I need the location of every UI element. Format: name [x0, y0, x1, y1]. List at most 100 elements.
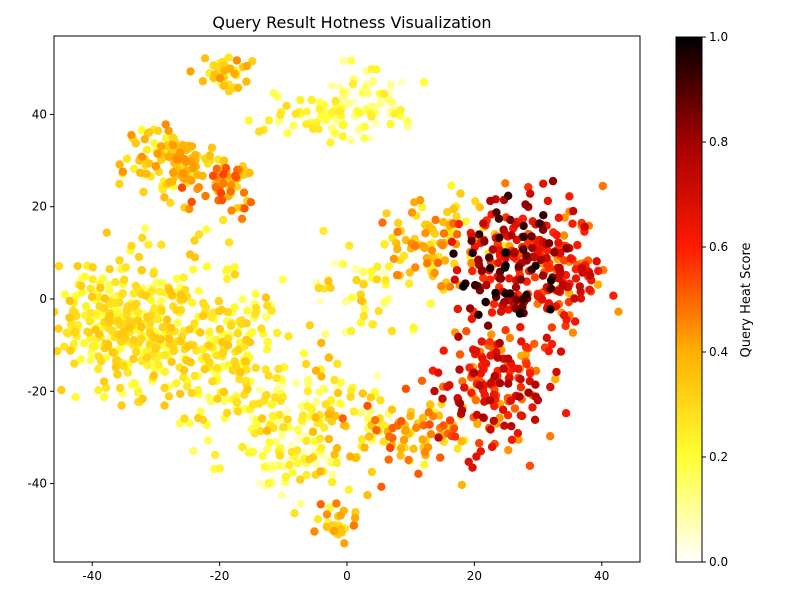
scatter-point — [359, 267, 368, 276]
scatter-point — [450, 259, 459, 268]
scatter-point — [262, 345, 272, 354]
scatter-point — [274, 117, 284, 126]
scatter-point — [487, 308, 497, 317]
scatter-point — [340, 539, 349, 548]
scatter-point — [504, 379, 513, 388]
scatter-point — [521, 342, 531, 352]
scatter-point — [454, 219, 464, 229]
scatter-point — [543, 196, 553, 206]
scatter-point — [324, 277, 333, 286]
scatter-point — [475, 203, 484, 212]
scatter-point — [431, 215, 440, 225]
scatter-point — [310, 527, 319, 536]
scatter-point — [191, 150, 200, 160]
scatter-point — [219, 387, 229, 397]
scatter-point — [179, 366, 189, 375]
scatter-point — [393, 227, 402, 237]
scatter-point — [513, 364, 523, 373]
scatter-point — [380, 298, 389, 307]
scatter-point — [570, 294, 579, 303]
scatter-point — [452, 266, 462, 275]
scatter-point — [137, 322, 146, 332]
scatter-point — [164, 392, 174, 401]
scatter-point — [162, 134, 171, 143]
scatter-point — [556, 347, 566, 356]
scatter-point — [386, 119, 395, 129]
scatter-point — [142, 145, 152, 154]
scatter-point — [142, 169, 151, 178]
scatter-point — [331, 411, 340, 421]
scatter-point — [367, 467, 376, 477]
scatter-point — [468, 248, 477, 258]
scatter-point — [156, 296, 166, 306]
scatter-point — [269, 423, 278, 433]
scatter-point — [211, 183, 220, 192]
scatter-point — [393, 244, 402, 254]
scatter-point — [161, 120, 170, 129]
scatter-point — [189, 265, 198, 274]
scatter-point — [485, 396, 495, 405]
scatter-point — [320, 423, 329, 432]
scatter-point — [445, 416, 455, 425]
scatter-point — [542, 333, 551, 342]
scatter-point — [284, 332, 293, 341]
scatter-point — [233, 407, 242, 416]
scatter-point — [336, 378, 345, 387]
scatter-point — [569, 206, 578, 216]
scatter-point — [246, 198, 256, 207]
scatter-point — [238, 295, 247, 304]
scatter-point — [505, 333, 515, 343]
scatter-point — [401, 426, 410, 435]
scatter-point — [223, 408, 232, 418]
scatter-point — [525, 369, 535, 378]
scatter-point — [242, 77, 251, 86]
scatter-point — [105, 265, 114, 274]
scatter-point — [168, 140, 178, 150]
scatter-point — [254, 127, 264, 136]
scatter-point — [187, 142, 197, 151]
scatter-point — [296, 475, 305, 484]
scatter-point — [66, 320, 76, 329]
scatter-point — [215, 307, 224, 316]
scatter-point — [411, 241, 420, 250]
scatter-point — [224, 87, 234, 96]
scatter-point — [524, 388, 533, 397]
scatter-point — [491, 288, 500, 298]
scatter-point — [434, 411, 444, 420]
scatter-point — [457, 480, 467, 490]
scatter-point — [198, 77, 208, 86]
scatter-point — [467, 259, 476, 268]
scatter-point — [479, 219, 488, 228]
scatter-point — [480, 237, 489, 246]
scatter-point — [207, 312, 216, 322]
scatter-point — [189, 446, 198, 456]
scatter-point — [486, 196, 495, 206]
scatter-point — [129, 302, 138, 311]
scatter-point — [177, 183, 187, 192]
scatter-point — [593, 280, 603, 289]
scatter-point — [153, 126, 163, 136]
scatter-point — [419, 78, 429, 87]
scatter-point — [561, 321, 570, 331]
scatter-point — [438, 394, 447, 403]
scatter-point — [437, 282, 446, 291]
scatter-point — [242, 319, 251, 328]
scatter-point — [405, 268, 414, 277]
scatter-point — [396, 105, 405, 115]
scatter-point — [453, 444, 462, 453]
scatter-point — [187, 176, 196, 185]
scatter-point — [302, 120, 311, 129]
scatter-point — [479, 413, 488, 422]
scatter-point — [407, 208, 417, 217]
colorbar-tick-label: 0.8 — [709, 135, 728, 149]
scatter-point — [346, 392, 355, 402]
scatter-point — [54, 261, 64, 271]
scatter-point — [614, 307, 623, 316]
scatter-point — [256, 427, 265, 436]
scatter-point — [505, 274, 514, 283]
scatter-point — [154, 315, 163, 324]
scatter-point — [68, 306, 78, 315]
scatter-point — [235, 374, 244, 384]
scatter-point — [356, 408, 366, 417]
scatter-point — [268, 411, 277, 421]
